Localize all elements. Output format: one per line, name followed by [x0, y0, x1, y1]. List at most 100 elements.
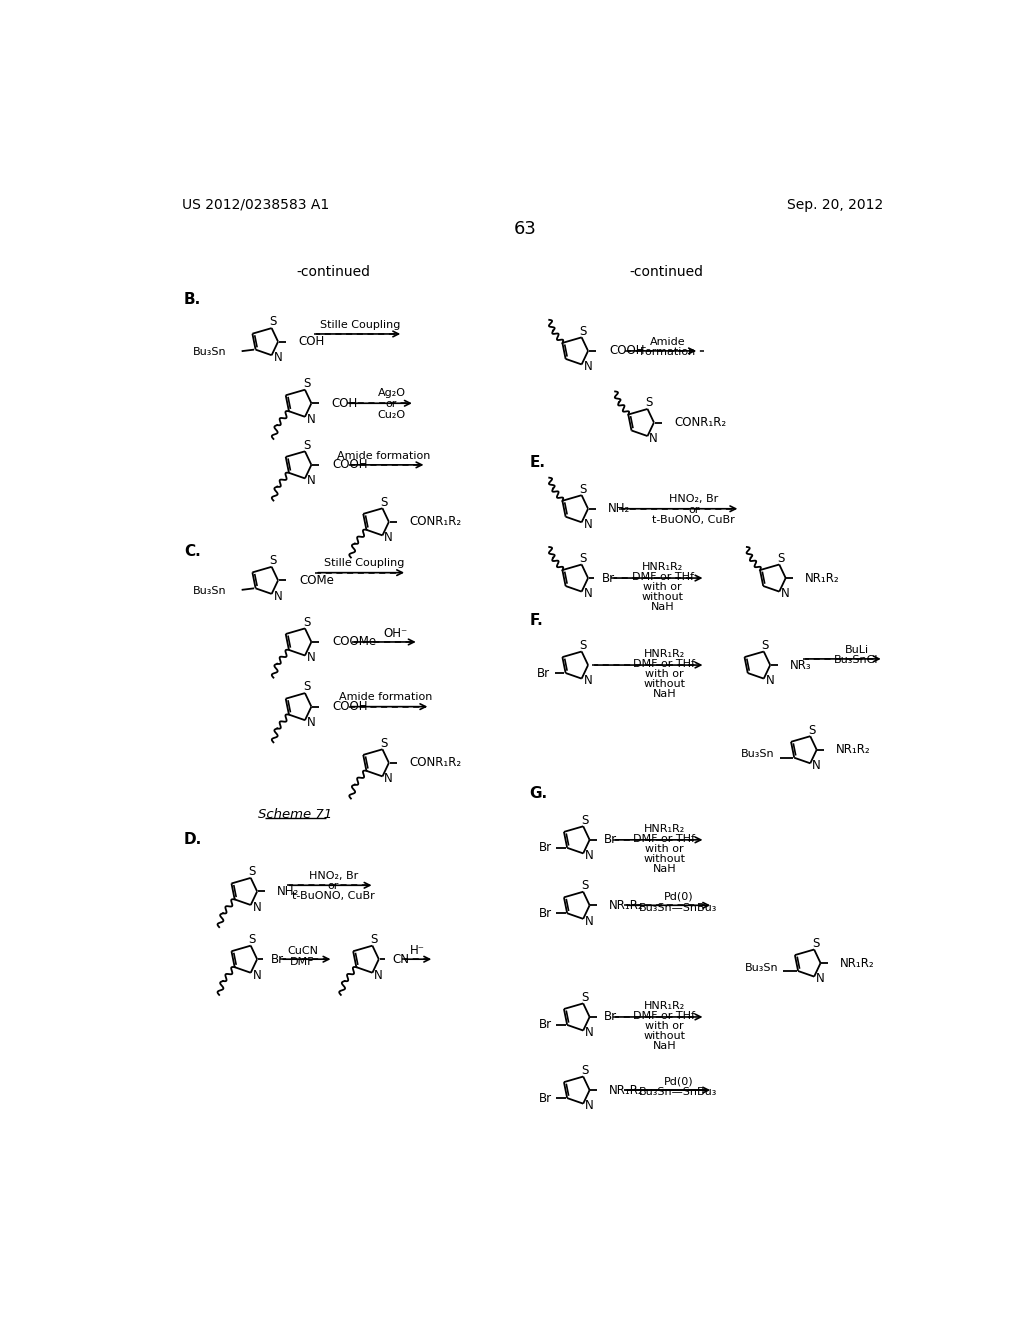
- Text: HNR₁R₂: HNR₁R₂: [644, 1001, 685, 1011]
- Text: without: without: [643, 854, 685, 865]
- Text: N: N: [584, 360, 592, 374]
- Text: Scheme 71: Scheme 71: [258, 808, 332, 821]
- Text: Bu₃SnCl: Bu₃SnCl: [835, 655, 879, 665]
- Text: NH₂: NH₂: [607, 502, 630, 515]
- Text: NaH: NaH: [651, 602, 675, 612]
- Text: S: S: [269, 554, 276, 568]
- Text: N: N: [307, 413, 315, 425]
- Text: S: S: [303, 438, 310, 451]
- Text: COH: COH: [332, 397, 357, 409]
- Text: DMF or THf: DMF or THf: [632, 573, 693, 582]
- Text: BuLi: BuLi: [845, 644, 868, 655]
- Text: with or: with or: [645, 669, 684, 680]
- Text: S: S: [580, 639, 587, 652]
- Text: Br: Br: [602, 572, 615, 585]
- Text: DMF or THf: DMF or THf: [633, 659, 695, 669]
- Text: Stille Coupling: Stille Coupling: [321, 319, 400, 330]
- Text: N: N: [273, 590, 283, 603]
- Text: with or: with or: [645, 843, 684, 854]
- Text: S: S: [580, 552, 587, 565]
- Text: DMF or THf: DMF or THf: [633, 834, 695, 843]
- Text: HNR₁R₂: HNR₁R₂: [644, 824, 685, 834]
- Text: without: without: [643, 1031, 685, 1041]
- Text: CONR₁R₂: CONR₁R₂: [410, 756, 462, 770]
- Text: N: N: [812, 759, 821, 772]
- Text: S: S: [303, 378, 310, 389]
- Text: Br: Br: [271, 953, 285, 966]
- Text: NaH: NaH: [652, 689, 676, 700]
- Text: S: S: [777, 552, 784, 565]
- Text: with or: with or: [643, 582, 682, 593]
- Text: Bu₃Sn—SnBu₃: Bu₃Sn—SnBu₃: [639, 1088, 718, 1097]
- Text: -continued: -continued: [296, 265, 371, 280]
- Text: NH₂: NH₂: [276, 884, 299, 898]
- Text: N: N: [585, 915, 594, 928]
- Text: HNR₁R₂: HNR₁R₂: [642, 562, 683, 573]
- Text: -continued: -continued: [630, 265, 703, 280]
- Text: Br: Br: [603, 833, 616, 846]
- Text: CONR₁R₂: CONR₁R₂: [675, 416, 727, 429]
- Text: H⁻: H⁻: [410, 944, 425, 957]
- Text: Pd(0): Pd(0): [664, 1077, 693, 1086]
- Text: S: S: [303, 615, 310, 628]
- Text: Cu₂O: Cu₂O: [378, 409, 406, 420]
- Text: N: N: [253, 900, 261, 913]
- Text: Br: Br: [539, 1092, 552, 1105]
- Text: Pd(0): Pd(0): [664, 892, 693, 902]
- Text: CONR₁R₂: CONR₁R₂: [410, 515, 462, 528]
- Text: COMe: COMe: [299, 574, 334, 587]
- Text: Amide formation: Amide formation: [337, 450, 430, 461]
- Text: NR₁R₂: NR₁R₂: [840, 957, 874, 970]
- Text: N: N: [307, 651, 315, 664]
- Text: without: without: [643, 680, 685, 689]
- Text: COOH: COOH: [333, 700, 368, 713]
- Text: HNO₂, Br: HNO₂, Br: [669, 494, 719, 504]
- Text: Amide formation: Amide formation: [339, 693, 432, 702]
- Text: 63: 63: [513, 220, 537, 238]
- Text: S: S: [303, 680, 310, 693]
- Text: N: N: [816, 973, 824, 986]
- Text: COOMe: COOMe: [333, 635, 377, 648]
- Text: N: N: [307, 474, 315, 487]
- Text: S: S: [269, 315, 276, 329]
- Text: N: N: [649, 432, 658, 445]
- Text: S: S: [581, 991, 589, 1003]
- Text: t-BuONO, CuBr: t-BuONO, CuBr: [292, 891, 375, 902]
- Text: N: N: [584, 675, 592, 688]
- Text: S: S: [645, 396, 652, 409]
- Text: S: S: [808, 723, 815, 737]
- Text: NR₁R₂: NR₁R₂: [805, 572, 840, 585]
- Text: DMF: DMF: [290, 957, 314, 966]
- Text: S: S: [249, 865, 256, 878]
- Text: N: N: [766, 675, 774, 688]
- Text: without: without: [642, 593, 684, 602]
- Text: CuCN: CuCN: [287, 945, 317, 956]
- Text: COH: COH: [298, 335, 325, 348]
- Text: Bu₃Sn—SnBu₃: Bu₃Sn—SnBu₃: [639, 903, 718, 912]
- Text: HNO₂, Br: HNO₂, Br: [309, 871, 358, 880]
- Text: N: N: [307, 715, 315, 729]
- Text: S: S: [249, 933, 256, 946]
- Text: S: S: [580, 483, 587, 495]
- Text: CN: CN: [393, 953, 410, 966]
- Text: S: S: [581, 879, 589, 892]
- Text: Br: Br: [539, 1019, 552, 1031]
- Text: Bu₃Sn: Bu₃Sn: [741, 748, 775, 759]
- Text: N: N: [273, 351, 283, 364]
- Text: E.: E.: [529, 455, 546, 470]
- Text: Sep. 20, 2012: Sep. 20, 2012: [786, 198, 883, 211]
- Text: COOH: COOH: [333, 458, 368, 471]
- Text: or: or: [688, 504, 699, 515]
- Text: B.: B.: [183, 292, 201, 306]
- Text: Br: Br: [537, 667, 550, 680]
- Text: NaH: NaH: [652, 865, 676, 874]
- Text: N: N: [585, 849, 594, 862]
- Text: Stille Coupling: Stille Coupling: [325, 558, 404, 569]
- Text: S: S: [380, 495, 388, 508]
- Text: with or: with or: [645, 1022, 684, 1031]
- Text: DMF or THf: DMF or THf: [633, 1011, 695, 1022]
- Text: t-BuONO, CuBr: t-BuONO, CuBr: [652, 515, 735, 524]
- Text: NR₃: NR₃: [790, 659, 811, 672]
- Text: S: S: [580, 325, 587, 338]
- Text: Bu₃Sn: Bu₃Sn: [745, 962, 778, 973]
